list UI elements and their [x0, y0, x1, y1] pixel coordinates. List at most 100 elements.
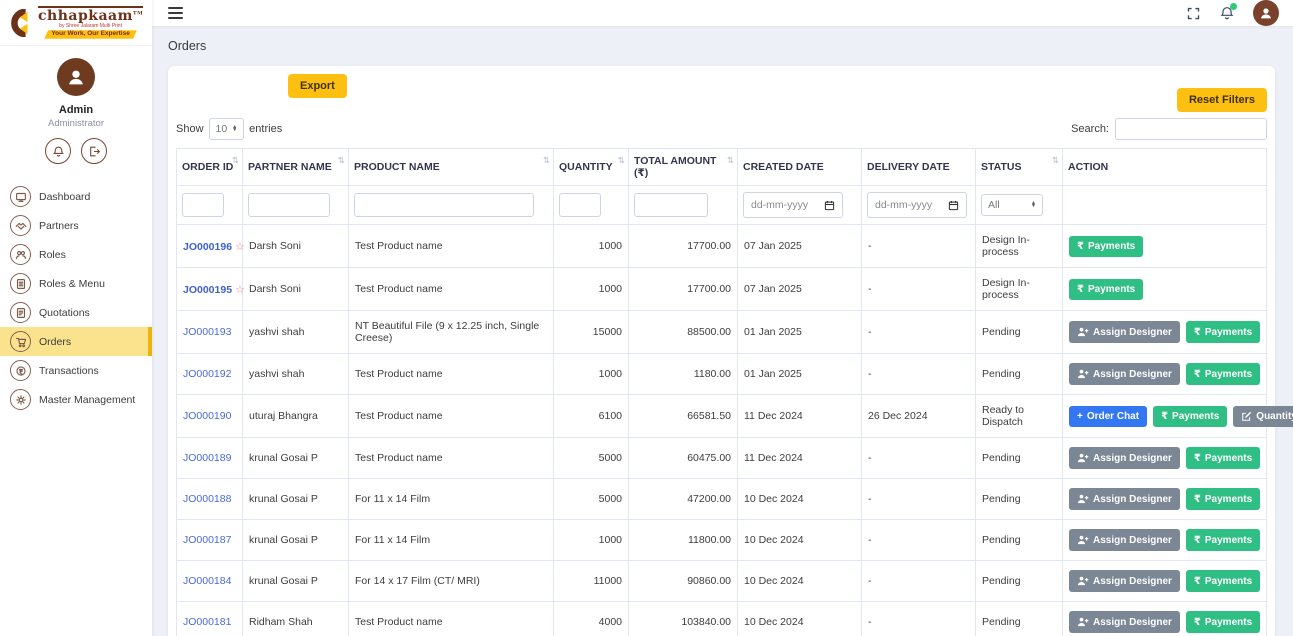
brand-logo[interactable]: chhapkaamTM by Shree Jalaram Multi Print… [0, 0, 152, 46]
sidebar-item-transactions[interactable]: Transactions [0, 356, 152, 385]
column-header-quantity[interactable]: QUANTITY⇅ [554, 149, 629, 186]
user-avatar[interactable] [57, 58, 95, 96]
payments-button[interactable]: ₹Payments [1186, 363, 1260, 385]
sidebar-item-roles[interactable]: Roles [0, 240, 152, 269]
table-header-row: ORDER ID⇅PARTNER NAME⇅PRODUCT NAME⇅QUANT… [177, 149, 1267, 186]
created-date-cell: 10 Dec 2024 [738, 479, 862, 520]
edit-quantity-button[interactable]: Quantity [1233, 406, 1293, 427]
filter-partner-input[interactable] [248, 193, 330, 217]
column-header-partner-name[interactable]: PARTNER NAME⇅ [243, 149, 349, 186]
sidebar-item-master-management[interactable]: Master Management [0, 385, 152, 414]
column-header-order-id[interactable]: ORDER ID⇅ [177, 149, 243, 186]
sidebar-item-roles-menu[interactable]: Roles & Menu [0, 269, 152, 298]
filter-product-input[interactable] [354, 193, 534, 217]
action-button-label: Quantity [1256, 411, 1293, 422]
action-cell: Assign Designer ₹Payments [1063, 520, 1267, 561]
order-id-link[interactable]: JO000190 [183, 410, 231, 422]
status-cell: Design In-process [976, 225, 1063, 268]
assign-designer-button[interactable]: Assign Designer [1069, 611, 1180, 633]
notifications-button[interactable] [45, 138, 71, 164]
favorite-star-icon[interactable]: ☆ [235, 241, 245, 253]
order-id-link[interactable]: JO000189 [183, 452, 231, 464]
sort-icon[interactable]: ⇅ [543, 155, 550, 166]
created-date-cell: 10 Dec 2024 [738, 602, 862, 636]
product-name-cell: Test Product name [349, 354, 554, 395]
payments-button[interactable]: ₹Payments [1186, 529, 1260, 551]
table-row: JO000187krunal Gosai PFor 11 x 14 Film10… [177, 520, 1267, 561]
filter-created-date-input[interactable]: dd-mm-yyyy [743, 192, 843, 218]
sidebar-item-partners[interactable]: Partners [0, 211, 152, 240]
sort-icon[interactable]: ⇅ [232, 155, 239, 166]
export-button[interactable]: Export [288, 74, 347, 98]
delivery-date-cell: - [862, 268, 976, 311]
product-name-cell: For 11 x 14 Film [349, 479, 554, 520]
status-cell: Pending [976, 479, 1063, 520]
page-title: Orders [168, 39, 1275, 53]
table-row: JO000188krunal Gosai PFor 11 x 14 Film50… [177, 479, 1267, 520]
payments-button[interactable]: ₹Payments [1186, 488, 1260, 510]
assign-designer-button[interactable]: Assign Designer [1069, 570, 1180, 592]
product-name-cell: For 11 x 14 Film [349, 520, 554, 561]
action-cell: Assign Designer ₹Payments [1063, 438, 1267, 479]
filter-quantity-input[interactable] [559, 193, 601, 217]
payments-button[interactable]: ₹Payments [1186, 611, 1260, 633]
order-id-link[interactable]: JO000192 [183, 368, 231, 380]
page-size-select[interactable]: 10 ▲▼ [209, 118, 245, 140]
sort-icon[interactable]: ⇅ [618, 155, 625, 166]
menu-toggle-button[interactable] [168, 7, 183, 19]
brand-name: chhapkaamTM [38, 6, 143, 23]
order-id-link[interactable]: JO000181 [183, 616, 231, 628]
reset-filters-button[interactable]: Reset Filters [1177, 88, 1267, 112]
assign-designer-button[interactable]: Assign Designer [1069, 363, 1180, 385]
search-input[interactable] [1115, 118, 1267, 140]
payments-button[interactable]: ₹Payments [1186, 447, 1260, 469]
sidebar-item-orders[interactable]: Orders [0, 327, 152, 356]
order-id-link[interactable]: JO000195 [183, 284, 232, 296]
logout-button[interactable] [81, 138, 107, 164]
order-chat-button[interactable]: +Order Chat [1069, 406, 1147, 427]
order-id-link[interactable]: JO000188 [183, 493, 231, 505]
plus-icon: + [1077, 411, 1083, 422]
favorite-star-icon[interactable]: ☆ [235, 284, 245, 296]
assign-designer-button[interactable]: Assign Designer [1069, 321, 1180, 343]
order-id-cell: JO000192 [177, 354, 243, 395]
product-name-cell: For 14 x 17 Film (CT/ MRI) [349, 561, 554, 602]
payments-button[interactable]: ₹Payments [1186, 570, 1260, 592]
status-cell: Pending [976, 438, 1063, 479]
payments-button[interactable]: ₹Payments [1153, 406, 1227, 427]
payments-button[interactable]: ₹Payments [1186, 321, 1260, 343]
column-header-product-name[interactable]: PRODUCT NAME⇅ [349, 149, 554, 186]
assign-designer-button[interactable]: Assign Designer [1069, 447, 1180, 469]
column-header-status[interactable]: STATUS⇅ [976, 149, 1063, 186]
sidebar-item-dashboard[interactable]: Dashboard [0, 182, 152, 211]
assign-designer-button[interactable]: Assign Designer [1069, 488, 1180, 510]
filter-status-select[interactable]: All ▲▼ [981, 194, 1043, 216]
bell-icon [52, 145, 65, 158]
order-id-link[interactable]: JO000187 [183, 534, 231, 546]
filter-delivery-date-input[interactable]: dd-mm-yyyy [867, 192, 967, 218]
topbar-notifications-button[interactable] [1219, 5, 1235, 21]
person-plus-icon [1077, 534, 1089, 546]
sort-icon[interactable]: ⇅ [1052, 155, 1059, 166]
order-id-link[interactable]: JO000184 [183, 575, 231, 587]
sidebar-item-quotations[interactable]: Quotations [0, 298, 152, 327]
action-cell: Assign Designer ₹Payments [1063, 561, 1267, 602]
column-header-total-amount-[interactable]: TOTAL AMOUNT (₹)⇅ [629, 149, 738, 186]
filter-amount-input[interactable] [634, 193, 708, 217]
select-arrows-icon: ▲▼ [1031, 202, 1036, 208]
table-row: JO000189krunal Gosai PTest Product name5… [177, 438, 1267, 479]
total-amount-cell: 17700.00 [629, 268, 738, 311]
filter-order-id-input[interactable] [182, 193, 224, 217]
order-id-link[interactable]: JO000193 [183, 326, 231, 338]
status-cell: Pending [976, 561, 1063, 602]
assign-designer-button[interactable]: Assign Designer [1069, 529, 1180, 551]
action-button-label: Assign Designer [1093, 576, 1172, 587]
topbar-avatar[interactable] [1253, 0, 1279, 26]
order-id-link[interactable]: JO000196 [183, 241, 232, 253]
sort-icon[interactable]: ⇅ [727, 155, 734, 166]
status-cell: Pending [976, 354, 1063, 395]
fullscreen-button[interactable] [1186, 6, 1201, 21]
sort-icon[interactable]: ⇅ [338, 155, 345, 166]
payments-button[interactable]: ₹Payments [1069, 236, 1143, 257]
payments-button[interactable]: ₹Payments [1069, 279, 1143, 300]
